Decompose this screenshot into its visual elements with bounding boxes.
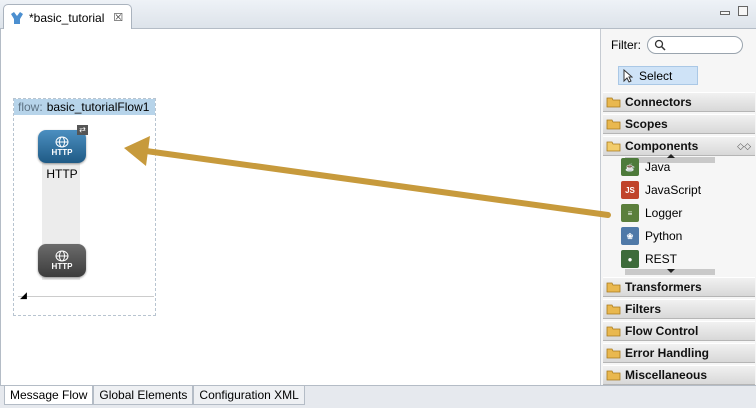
editor-tab-basic-tutorial[interactable]: *basic_tutorial ☒ [3, 4, 133, 30]
folder-icon [606, 348, 621, 359]
flow-canvas[interactable]: flow: basic_tutorialFlow1 HTTP ⇄ HTTP HT… [0, 29, 600, 385]
rest-icon: ● [621, 250, 639, 268]
globe-icon [55, 136, 69, 148]
component-java[interactable]: ☕ Java [621, 157, 670, 177]
component-logger[interactable]: ≡ Logger [621, 203, 682, 223]
component-rest[interactable]: ● REST [621, 249, 677, 269]
component-python[interactable]: ❀ Python [621, 226, 682, 246]
drawer-connectors[interactable]: Connectors [603, 92, 755, 112]
drawer-label: Filters [625, 302, 662, 316]
http-outbound-endpoint[interactable]: HTTP [38, 244, 86, 277]
drawer-label: Flow Control [625, 324, 699, 338]
globe-icon [55, 250, 69, 262]
folder-icon [606, 97, 621, 108]
http-inbound-badge: HTTP [51, 148, 73, 157]
component-label: Logger [645, 206, 683, 220]
mule-icon [11, 11, 23, 24]
python-icon: ❀ [621, 227, 639, 245]
folder-open-icon [606, 141, 621, 152]
drawer-flow-control[interactable]: Flow Control [603, 321, 755, 341]
component-label: REST [645, 252, 678, 266]
folder-icon [606, 304, 621, 315]
drawer-label: Components [625, 139, 699, 153]
select-tool-label: Select [639, 68, 673, 83]
folder-icon [606, 370, 621, 381]
editor-tab-title: *basic_tutorial [29, 10, 105, 25]
drawer-scopes[interactable]: Scopes [603, 114, 755, 134]
close-icon[interactable]: ☒ [113, 12, 124, 24]
components-scroll-down[interactable] [625, 269, 715, 275]
tab-configuration-xml[interactable]: Configuration XML [193, 386, 305, 405]
pointer-icon [623, 68, 633, 83]
flow-keyword: flow: [18, 100, 43, 114]
flow-divider [18, 296, 154, 297]
tab-message-flow[interactable]: Message Flow [4, 386, 94, 405]
drawer-components[interactable]: Components ◇◇ [603, 136, 755, 156]
component-label: Java [645, 160, 671, 174]
flow-container[interactable]: flow: basic_tutorialFlow1 HTTP ⇄ HTTP HT… [13, 98, 156, 316]
folder-icon [606, 119, 621, 130]
drawer-label: Scopes [625, 117, 668, 131]
logger-icon: ≡ [621, 204, 639, 222]
component-label: Python [645, 229, 683, 243]
drawer-label: Error Handling [625, 346, 710, 360]
http-inbound-label: HTTP [46, 167, 78, 181]
pin-icon[interactable]: ◇◇ [737, 140, 751, 151]
drawer-miscellaneous[interactable]: Miscellaneous [603, 365, 755, 385]
select-tool[interactable]: Select [618, 66, 698, 85]
palette-panel: Filter: Select Connectors Scopes Compone… [600, 29, 756, 385]
search-icon [654, 39, 666, 51]
folder-icon [606, 282, 621, 293]
javascript-icon: JS [621, 181, 639, 199]
editor-tab-bar: *basic_tutorial ☒ [0, 0, 756, 30]
minimize-button[interactable] [720, 11, 730, 15]
maximize-button[interactable] [738, 6, 748, 16]
drawer-label: Miscellaneous [625, 368, 708, 382]
drawer-label: Transformers [625, 280, 702, 294]
tab-global-elements[interactable]: Global Elements [93, 386, 194, 405]
flow-header[interactable]: flow: basic_tutorialFlow1 [14, 99, 155, 115]
drawer-transformers[interactable]: Transformers [603, 277, 755, 297]
palette-filter: Filter: [611, 36, 743, 54]
components-scroll-up[interactable] [625, 154, 715, 163]
flow-name: basic_tutorialFlow1 [46, 100, 150, 114]
drawer-error-handling[interactable]: Error Handling [603, 343, 755, 363]
window-controls [720, 6, 748, 16]
java-icon: ☕ [621, 158, 639, 176]
drawer-filters[interactable]: Filters [603, 299, 755, 319]
drawer-label: Connectors [625, 95, 692, 109]
folder-icon [606, 326, 621, 337]
http-outbound-badge: HTTP [51, 262, 73, 271]
http-inbound-endpoint[interactable]: HTTP [38, 130, 86, 163]
filter-input[interactable] [647, 36, 743, 54]
filter-label: Filter: [611, 38, 641, 52]
editor-bottom-tabs: Message Flow Global Elements Configurati… [0, 385, 756, 408]
error-handler-corner-icon[interactable]: ◢ [20, 290, 27, 300]
component-javascript[interactable]: JS JavaScript [621, 180, 701, 200]
component-label: JavaScript [645, 183, 702, 197]
exchange-pattern-icon: ⇄ [77, 125, 88, 135]
